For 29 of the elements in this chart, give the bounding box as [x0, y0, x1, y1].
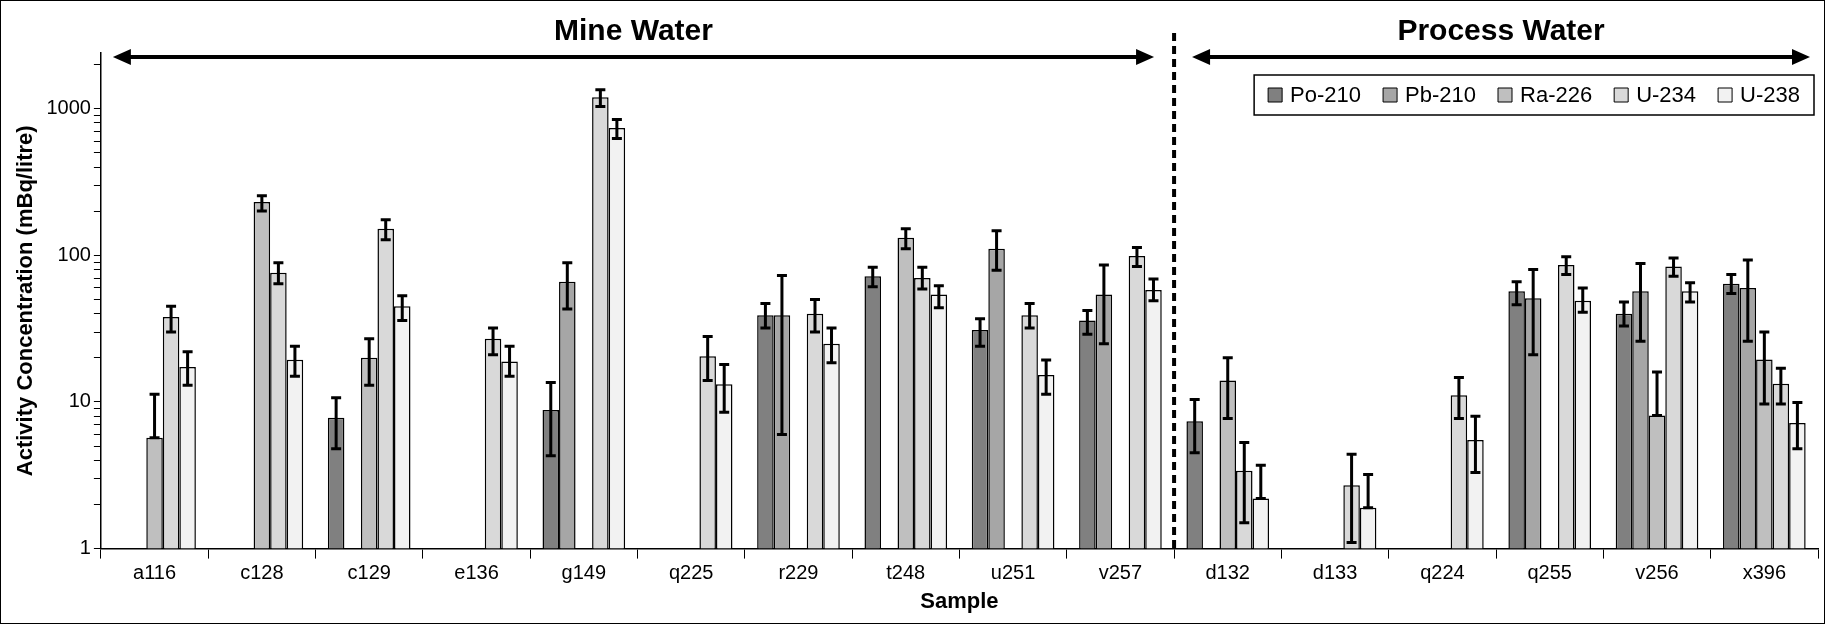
x-tick-label: v256: [1635, 561, 1679, 584]
x-tick-label: r229: [778, 561, 819, 584]
x-tick-label: a116: [133, 561, 177, 584]
legend-label: Pb-210: [1405, 82, 1477, 108]
text: Mine Water: [554, 13, 714, 47]
x-tick-label: q225: [668, 561, 714, 584]
y-axis-title: Activity Concentration (mBq/litre): [12, 125, 38, 477]
legend-label: U-234: [1636, 82, 1697, 108]
y-tick-label: 100: [57, 242, 91, 265]
legend-label: U-238: [1740, 82, 1800, 108]
x-tick-label: t248: [886, 561, 926, 584]
x-axis-title: Sample: [920, 587, 999, 613]
x-tick-label: d133: [1312, 561, 1358, 584]
x-tick-label: u251: [990, 561, 1036, 584]
x-tick-label: v257: [1098, 561, 1143, 584]
legend-label: Ra-226: [1520, 82, 1593, 108]
x-tick-label: e136: [454, 561, 499, 584]
x-tick-label: d132: [1205, 561, 1250, 584]
x-tick-label: q224: [1420, 561, 1465, 584]
x-tick-label: c129: [347, 561, 391, 584]
y-tick-label: 10: [68, 389, 91, 412]
legend-label: Po-210: [1290, 82, 1362, 108]
x-tick-label: q255: [1527, 561, 1572, 584]
x-tick-label: x396: [1742, 561, 1787, 584]
text: Process Water: [1397, 13, 1606, 47]
y-tick-label: 1: [79, 536, 91, 559]
x-tick-label: c128: [240, 561, 284, 584]
y-tick-label: 1000: [46, 96, 91, 119]
x-tick-label: g149: [561, 561, 607, 584]
